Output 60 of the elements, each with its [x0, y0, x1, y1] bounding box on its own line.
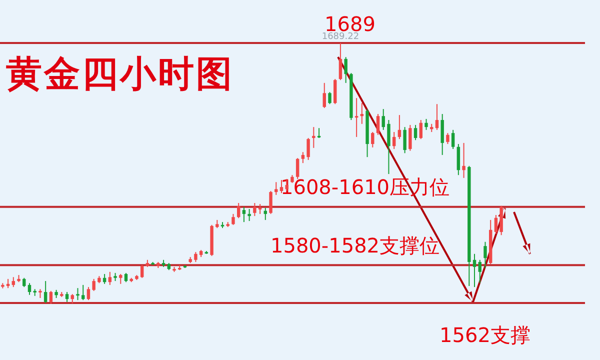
- candlestick: [44, 280, 48, 304]
- candlestick: [317, 128, 321, 139]
- candlestick: [140, 264, 144, 278]
- candlestick: [12, 276, 16, 288]
- candlestick: [232, 213, 235, 226]
- candlestick: [419, 119, 422, 140]
- candlestick: [242, 206, 246, 223]
- candlestick: [194, 252, 198, 262]
- candlestick: [435, 104, 439, 130]
- candlestick: [424, 118, 428, 130]
- candlestick: [408, 124, 412, 152]
- candlestick: [382, 108, 385, 130]
- candlestick: [22, 277, 26, 288]
- ref-line-label: 1580-1582支撑位: [270, 233, 440, 258]
- candlestick: [392, 132, 396, 150]
- ref-line-label: 1608-1610压力位: [280, 175, 450, 200]
- candlestick: [119, 273, 122, 284]
- candlestick: [387, 119, 390, 175]
- candlestick: [124, 272, 128, 283]
- candlestick: [344, 56, 348, 84]
- candlestick: [28, 282, 32, 296]
- candlestick: [354, 98, 358, 138]
- candlestick: [285, 178, 288, 192]
- candlestick: [371, 132, 374, 148]
- candlestick: [301, 152, 305, 164]
- candlestick: [108, 271, 112, 286]
- candlestick: [398, 114, 402, 140]
- candlestick: [322, 82, 326, 108]
- candlestick: [312, 126, 316, 148]
- annotation: 1689.22: [322, 32, 360, 42]
- candlestick: [296, 158, 300, 180]
- candlestick: [403, 126, 406, 154]
- candlestick: [264, 207, 268, 220]
- candlestick: [253, 202, 256, 217]
- candlestick: [462, 142, 466, 178]
- candlestick: [440, 113, 444, 156]
- candlestick: [451, 129, 455, 150]
- candlestick: [258, 204, 262, 214]
- ref-line-label: 1562支撑: [440, 323, 530, 348]
- candlestick: [274, 182, 278, 196]
- candlestick: [86, 286, 90, 301]
- candlestick: [280, 180, 284, 194]
- candlestick: [414, 124, 418, 141]
- candlestick: [456, 144, 460, 176]
- candlestick: [70, 294, 74, 304]
- candlestick: [338, 42, 342, 81]
- candlestick: [92, 278, 96, 292]
- chart-title: 黄金四小时图: [6, 53, 234, 97]
- candlestick: [269, 190, 272, 214]
- candlestick: [376, 113, 380, 136]
- candlestick: [248, 208, 251, 222]
- candlestick: [76, 288, 80, 301]
- candlestick: [334, 78, 337, 105]
- candlestick: [236, 202, 240, 219]
- candlestick: [65, 291, 69, 302]
- candlestick: [49, 290, 53, 304]
- candlestick: [328, 92, 332, 105]
- candlestick: [446, 132, 450, 145]
- candlestick: [306, 138, 310, 160]
- candlestick: [82, 284, 85, 301]
